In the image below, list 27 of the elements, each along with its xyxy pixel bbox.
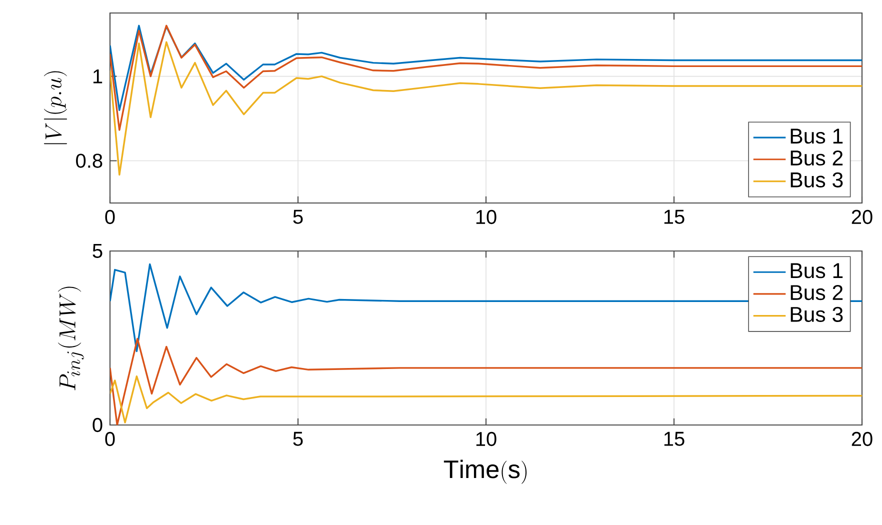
x-tick-label: 5 bbox=[293, 210, 303, 224]
x-tick-label: 20 bbox=[852, 210, 872, 224]
line-series bbox=[110, 24, 862, 111]
line-series bbox=[110, 263, 862, 352]
x-tick-label: 0 bbox=[105, 210, 115, 224]
legend-label: Bus 1 bbox=[790, 263, 843, 278]
x-tick-label: 15 bbox=[664, 432, 684, 446]
legend-label: Bus 3 bbox=[790, 306, 843, 322]
x-tick-label: 15 bbox=[664, 210, 684, 224]
x-axis-title: Time(s) bbox=[444, 460, 527, 484]
legend-label: Bus 2 bbox=[790, 284, 843, 300]
y-axis-title: $P_{inj}(MW)$ bbox=[58, 286, 84, 390]
legend-label: Bus 3 bbox=[790, 172, 843, 188]
y-tick-label: 0.8 bbox=[76, 154, 102, 168]
y-tick-label: 5 bbox=[92, 244, 102, 258]
legend-label: Bus 1 bbox=[790, 128, 843, 144]
x-tick-label: 20 bbox=[852, 432, 872, 446]
legend-label: Bus 2 bbox=[790, 150, 843, 166]
line-series bbox=[110, 338, 862, 425]
x-tick-label: 5 bbox=[293, 432, 303, 446]
y-axis-title: $|V|(p.u)$ bbox=[44, 71, 68, 144]
x-tick-label: 10 bbox=[476, 210, 496, 224]
y-tick-label: 1 bbox=[93, 69, 102, 84]
line-series bbox=[110, 375, 862, 424]
x-tick-label: 10 bbox=[476, 432, 496, 446]
x-tick-label: 0 bbox=[105, 432, 115, 446]
y-tick-label: 0 bbox=[92, 418, 102, 432]
